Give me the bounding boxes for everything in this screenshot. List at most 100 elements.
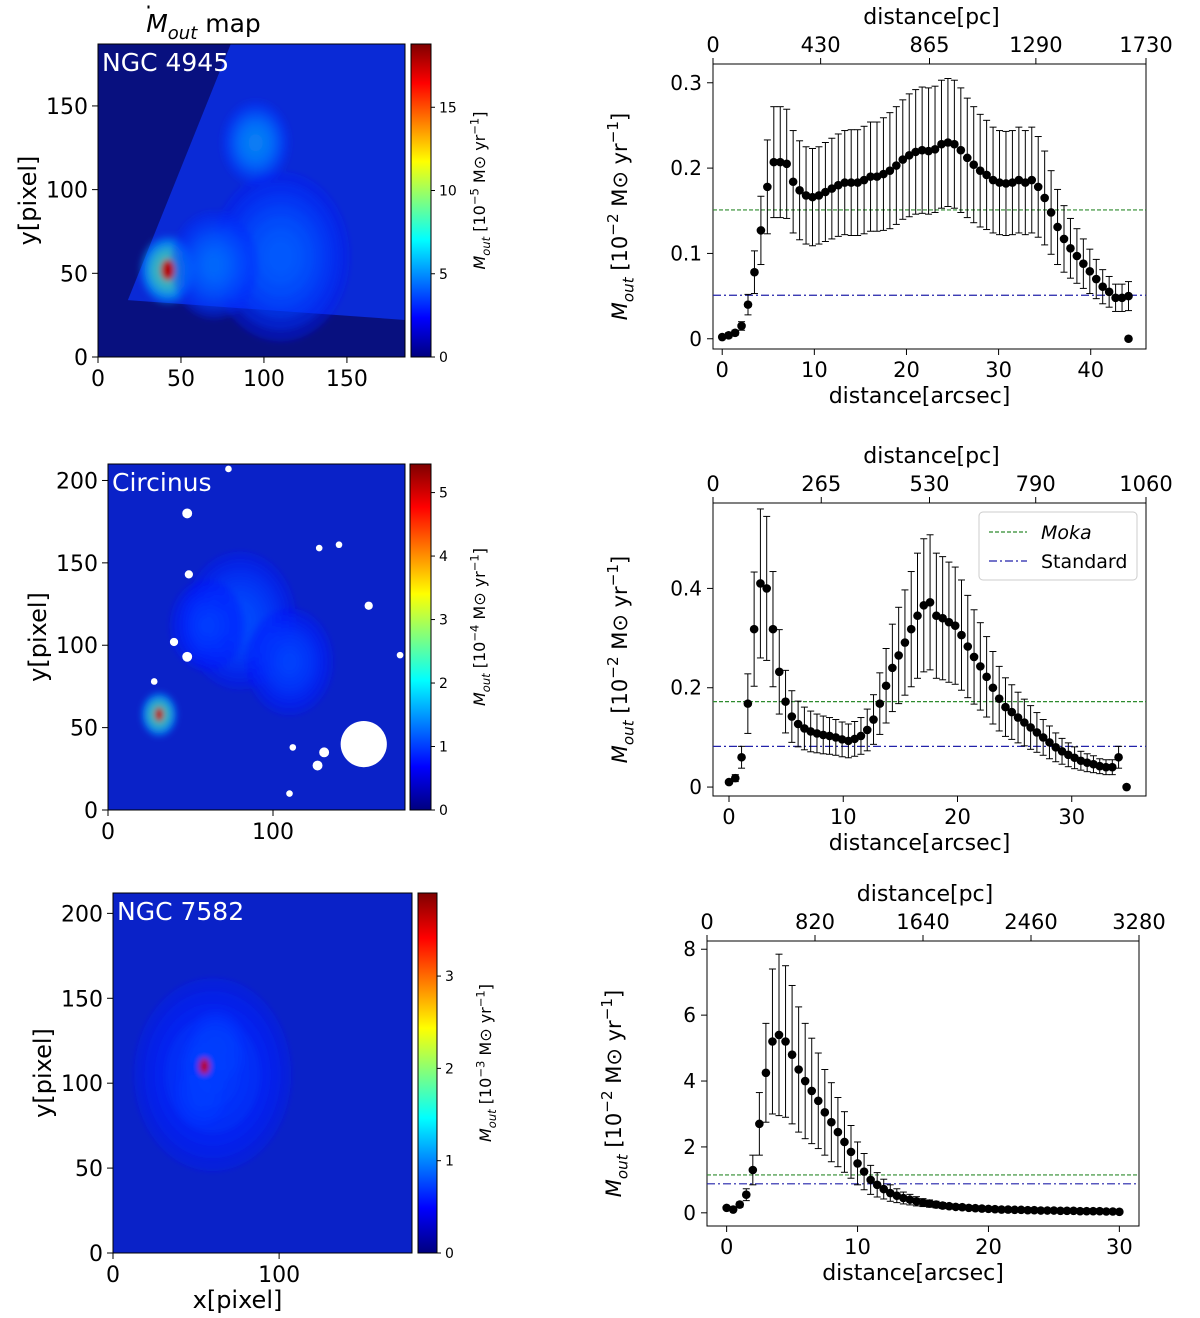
y-tick-label: 0 [74, 346, 88, 371]
colorbar-label-part: −5 [467, 188, 481, 205]
data-point [866, 1175, 875, 1185]
y-axis-label-part: M [608, 745, 632, 763]
data-point [1032, 728, 1042, 737]
data-point [1026, 723, 1035, 732]
data-point [859, 1167, 869, 1176]
top-tick-label: 1060 [1119, 472, 1172, 496]
data-point [768, 1037, 777, 1046]
data-point [962, 153, 972, 163]
colorbar-label: Mout [10−3 M⊙ yr−1] [473, 984, 499, 1142]
data-point [1013, 713, 1023, 722]
map-frame [97, 43, 406, 358]
emission-core [160, 259, 175, 281]
data-point [846, 1147, 856, 1157]
top-tick-label: 530 [909, 472, 949, 496]
x-tick-label: 100 [258, 1263, 300, 1288]
colorbar [410, 43, 432, 358]
data-point [875, 699, 885, 708]
colorbar-label-part: M [476, 1128, 495, 1142]
data-point [862, 725, 872, 735]
data-point [1043, 1206, 1052, 1215]
map-title-sub: out [168, 23, 198, 44]
data-point [737, 321, 746, 331]
data-point [722, 1203, 731, 1213]
legend-label: Standard [1041, 551, 1127, 573]
y-tick-label: 4 [683, 1069, 696, 1093]
data-point [971, 1203, 980, 1213]
colorbar-label-part: −4 [467, 625, 481, 642]
data-point [1062, 1206, 1072, 1216]
emission-blob [169, 579, 245, 672]
masked-star [315, 544, 323, 552]
data-point [1079, 259, 1088, 268]
masked-star [286, 790, 293, 797]
data-point [994, 694, 1004, 703]
y-axis-label: y[pixel] [24, 592, 52, 682]
data-point [869, 715, 878, 724]
y-tick-label: 0 [683, 1201, 696, 1225]
x-axis-label: distance[arcsec] [829, 831, 1011, 856]
data-point [820, 1108, 830, 1117]
colorbar-label-part: out [479, 673, 493, 692]
masked-star [182, 508, 193, 519]
x-tick-label: 0 [720, 1235, 733, 1259]
data-point [1023, 1205, 1033, 1215]
data-point [950, 139, 959, 149]
colorbar-label-part: −1 [473, 990, 487, 1007]
colorbar-tick-label: 2 [439, 676, 448, 692]
data-point [774, 667, 784, 677]
data-point [833, 1127, 843, 1137]
y-axis-label-part: out [619, 276, 637, 302]
x-tick-label: 30 [1106, 1235, 1133, 1259]
map-panel-1: Circinus 0 100 0 50 100 150 200 y[pixel] 0 1 2 3 4 5 Mo… [24, 463, 493, 845]
data-point [1036, 1206, 1046, 1215]
data-point [735, 1200, 745, 1209]
y-axis-label: Mout [10−2 M⊙ yr−1] [598, 990, 631, 1197]
data-point [1066, 244, 1075, 253]
data-point [717, 332, 727, 342]
x-tick-label: 10 [801, 358, 828, 382]
data-point [821, 187, 830, 197]
masked-star [335, 541, 343, 549]
data-point [957, 630, 966, 640]
data-point [879, 1184, 889, 1194]
x-tick-label: 100 [252, 820, 294, 845]
y-tick-label: 0.1 [670, 241, 702, 265]
x-tick-label: 0 [101, 820, 115, 845]
masked-star [340, 720, 387, 768]
y-axis-label-part: −1 [604, 121, 622, 143]
data-point [1122, 782, 1131, 792]
y-axis-label-part: out [613, 1153, 631, 1179]
y-axis-label-part: [10 [602, 1113, 626, 1155]
data-point [900, 638, 910, 647]
data-point [1075, 1206, 1085, 1216]
colorbar-label-part: −1 [467, 118, 481, 135]
emission-blob [245, 608, 334, 716]
data-point [894, 651, 903, 660]
colorbar-label-part: [10 [476, 1078, 495, 1110]
data-point [856, 731, 866, 741]
masked-star [364, 601, 373, 610]
map-emission [134, 978, 292, 1172]
data-point [737, 752, 746, 762]
data-point [814, 191, 824, 200]
data-point [761, 1068, 771, 1078]
colorbar-label-part: ] [476, 984, 495, 990]
colorbar-tick-label: 2 [445, 1061, 454, 1077]
y-axis-label: y[pixel] [29, 1028, 57, 1118]
data-point [763, 182, 772, 192]
data-point [976, 662, 985, 671]
colorbar-label-part: out [479, 236, 493, 255]
data-point [924, 146, 933, 156]
data-point [795, 185, 804, 195]
map-image [98, 44, 405, 357]
data-point [743, 699, 753, 708]
colorbar-label-text: Mout [10−5 M⊙ yr−1] [467, 111, 493, 269]
y-tick-label: 50 [60, 262, 88, 287]
data-point [788, 177, 798, 187]
data-point [888, 663, 897, 673]
x-tick-label: 10 [830, 805, 857, 829]
top-tick-label: 0 [706, 33, 719, 57]
data-point [1027, 175, 1037, 185]
colorbar-label-part: out [485, 1109, 499, 1128]
